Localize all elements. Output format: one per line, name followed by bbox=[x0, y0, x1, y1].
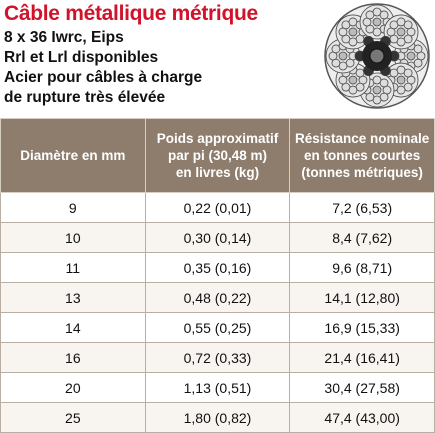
table-cell: 9 bbox=[0, 192, 146, 223]
title: Câble métallique métrique bbox=[4, 2, 258, 25]
table-cell: 25 bbox=[0, 402, 146, 433]
table-cell: 0,30 (0,14) bbox=[144, 222, 291, 253]
table-cell: 13 bbox=[0, 282, 146, 313]
table-row: 11 0,35 (0,16) 9,6 (8,71) bbox=[0, 252, 435, 283]
table-body: 9 0,22 (0,01) 7,2 (6,53) 10 0,30 (0,14) 8,4 (… bbox=[0, 192, 435, 433]
table-cell: 21,4 (16,41) bbox=[289, 342, 435, 373]
table-cell: 11 bbox=[0, 252, 146, 283]
table-cell: 10 bbox=[0, 222, 146, 253]
subtitle-line: Acier pour câbles à charge bbox=[4, 69, 203, 86]
table-cell: 0,35 (0,16) bbox=[144, 252, 291, 283]
subtitle-line: Rrl et Lrl disponibles bbox=[4, 49, 159, 66]
table-row: 9 0,22 (0,01) 7,2 (6,53) bbox=[0, 192, 435, 223]
table-cell: 1,13 (0,51) bbox=[144, 372, 291, 403]
table-cell: 16,9 (15,33) bbox=[289, 312, 435, 343]
table-row: 10 0,30 (0,14) 8,4 (7,62) bbox=[0, 222, 435, 253]
cable-table: Diamètre en mm Poids approximatif par pi (… bbox=[0, 118, 435, 433]
header-row: Diamètre en mm Poids approximatif par pi (… bbox=[0, 118, 435, 193]
table-cell: 14,1 (12,80) bbox=[289, 282, 435, 313]
header-line: en tonnes courtes bbox=[304, 148, 421, 163]
table-cell: 20 bbox=[0, 372, 146, 403]
table-cell: 47,4 (43,00) bbox=[289, 402, 435, 433]
subtitle-line: de rupture très élevée bbox=[4, 89, 166, 106]
table-cell: 7,2 (6,53) bbox=[289, 192, 435, 223]
subtitle-line: 8 x 36 Iwrc, Eips bbox=[4, 29, 124, 46]
header-line: en livres (kg) bbox=[175, 165, 260, 180]
column-header: Poids approximatif par pi (30,48 m) en liv… bbox=[144, 118, 291, 193]
table-row: 16 0,72 (0,33) 21,4 (16,41) bbox=[0, 342, 435, 373]
table-cell: 9,6 (8,71) bbox=[289, 252, 435, 283]
table-cell: 0,22 (0,01) bbox=[144, 192, 291, 223]
header-line: Poids approximatif bbox=[156, 131, 279, 146]
table-cell: 1,80 (0,82) bbox=[144, 402, 291, 433]
header-line: Résistance nominale bbox=[295, 131, 430, 146]
table-cell: 30,4 (27,58) bbox=[289, 372, 435, 403]
table-cell: 8,4 (7,62) bbox=[289, 222, 435, 253]
column-header: Diamètre en mm bbox=[0, 118, 146, 193]
header-line: Diamètre en mm bbox=[20, 148, 126, 163]
table-cell: 0,55 (0,25) bbox=[144, 312, 291, 343]
table-row: 25 1,80 (0,82) 47,4 (43,00) bbox=[0, 402, 435, 433]
table-cell: 0,72 (0,33) bbox=[144, 342, 291, 373]
header-line: (tonnes métriques) bbox=[301, 165, 423, 180]
table-row: 13 0,48 (0,22) 14,1 (12,80) bbox=[0, 282, 435, 313]
table-row: 20 1,13 (0,51) 30,4 (27,58) bbox=[0, 372, 435, 403]
column-header: Résistance nominale en tonnes courtes (ton… bbox=[289, 118, 435, 193]
cable-icon bbox=[324, 3, 430, 109]
table-cell: 0,48 (0,22) bbox=[144, 282, 291, 313]
table-cell: 16 bbox=[0, 342, 146, 373]
header-line: par pi (30,48 m) bbox=[167, 148, 267, 163]
table-cell: 14 bbox=[0, 312, 146, 343]
table-row: 14 0,55 (0,25) 16,9 (15,33) bbox=[0, 312, 435, 343]
